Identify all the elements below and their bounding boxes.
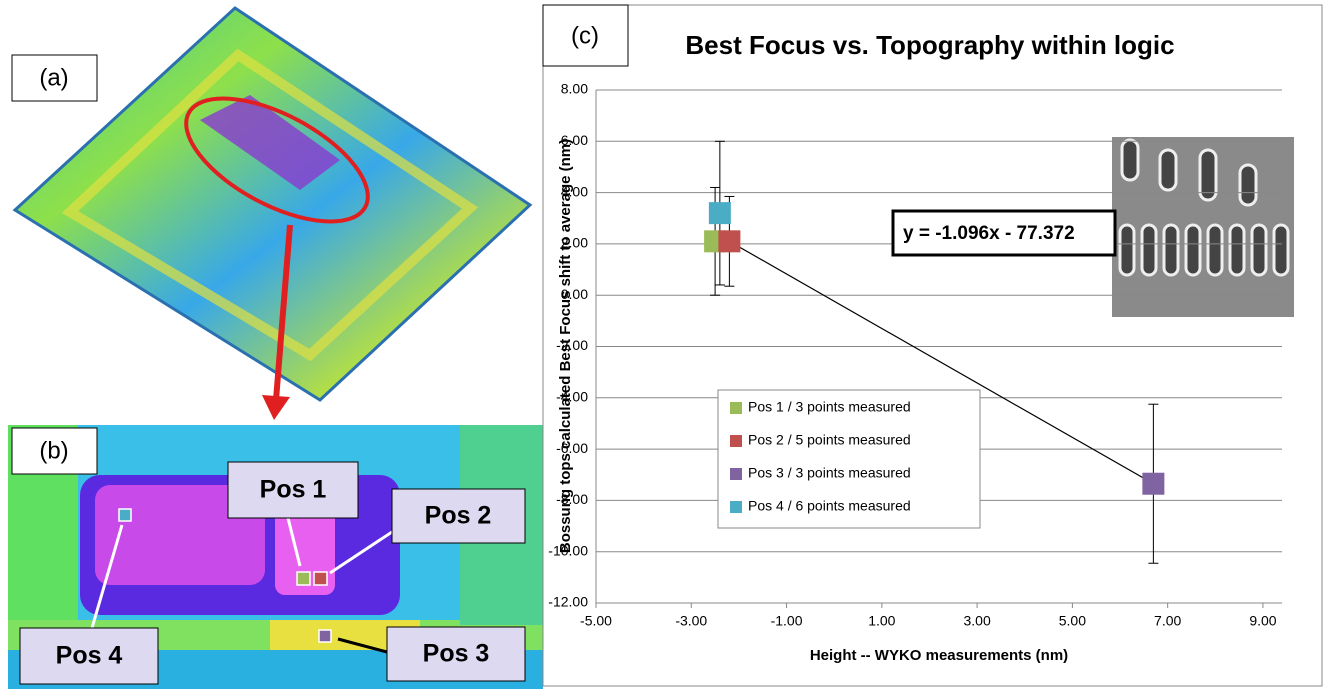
- x-tick-label: 7.00: [1154, 613, 1181, 629]
- plot: -12.00 -10.00 -8.00 -6.00 -4.00 -2.00 0.00 2.00…: [548, 81, 1282, 629]
- y-tick-label: -6.00: [556, 440, 588, 456]
- label-box: [19, 627, 159, 685]
- label-box: [386, 626, 526, 682]
- x-tick-label: 9.00: [1249, 613, 1276, 629]
- legend-swatch: [730, 468, 742, 480]
- y-tick-label: 0.00: [561, 286, 588, 302]
- legend-label: Pos 3 / 3 points measured: [748, 465, 911, 481]
- position-marker: [118, 508, 132, 522]
- panel-a: (a): [11, 6, 533, 420]
- legend-swatch: [730, 501, 742, 513]
- surface-image: [12, 6, 533, 402]
- label-box: [11, 427, 98, 475]
- panel-label: (c): [571, 22, 599, 49]
- sem-inset: [1112, 137, 1294, 317]
- label-box: [542, 4, 629, 67]
- highlight-ellipse: [184, 96, 370, 224]
- y-tick-label: 8.00: [561, 81, 588, 97]
- pointer-arrows: [90, 517, 396, 629]
- chart-title: Best Focus vs. Topography within logic: [685, 30, 1174, 60]
- trendline: [729, 240, 1154, 485]
- x-tick-label: 3.00: [963, 613, 990, 629]
- y-tick-label: 2.00: [561, 235, 588, 251]
- position-marker: [296, 571, 311, 586]
- y-tick-label: -2.00: [556, 337, 588, 353]
- chart: (c) Best Focus vs. Topography within log…: [542, 4, 1323, 687]
- y-axis-title: Bossung tops calculated Best Focus shift…: [557, 139, 574, 553]
- legend-label: Pos 1 / 3 points measured: [748, 399, 911, 415]
- legend-swatch: [730, 435, 742, 447]
- position-marker: [318, 629, 332, 643]
- marker: [1142, 472, 1165, 495]
- panel-label: (b): [39, 437, 68, 464]
- label-box: [391, 488, 526, 544]
- trendline-equation: y = -1.096x - 77.372: [903, 223, 1075, 244]
- position-marker: [313, 571, 328, 586]
- position-label: Pos 1: [260, 476, 327, 504]
- legend-label: Pos 4 / 6 points measured: [748, 498, 911, 514]
- panel-label: (a): [39, 64, 68, 91]
- x-tick-label: 1.00: [868, 613, 895, 629]
- x-tick-label: -5.00: [580, 613, 612, 629]
- pointer-arrow: [337, 637, 388, 654]
- x-tick-label: -3.00: [675, 613, 707, 629]
- x-axis-title: Height -- WYKO measurements (nm): [810, 647, 1068, 664]
- y-tick-label: -10.00: [548, 542, 588, 558]
- zoom-arrow: [273, 224, 293, 401]
- position-label: Pos 3: [423, 640, 490, 668]
- label-box: [11, 54, 98, 102]
- position-label: Pos 4: [56, 642, 123, 670]
- y-tick-label: -4.00: [556, 389, 588, 405]
- marker: [718, 230, 741, 253]
- surface-ridge: [61, 48, 479, 362]
- y-tick-label: 6.00: [561, 132, 588, 148]
- y-tick-label: -8.00: [556, 491, 588, 507]
- panel-b: (b) Pos 1 Pos 2 Pos 3 Pos 4: [8, 425, 543, 689]
- label-box: [227, 461, 359, 519]
- equation-box: [891, 209, 1117, 257]
- y-tick-label: 4.00: [561, 183, 588, 199]
- surface-pit: [200, 95, 340, 190]
- marker: [708, 202, 731, 225]
- legend-box: [717, 389, 981, 529]
- x-tick-label: 5.00: [1059, 613, 1086, 629]
- y-tick-label: -12.00: [548, 594, 588, 610]
- chart-frame: [542, 4, 1323, 687]
- position-label: Pos 2: [425, 502, 492, 530]
- map-region: [95, 485, 265, 585]
- zoom-arrow-head: [262, 395, 290, 420]
- legend-label: Pos 2 / 5 points measured: [748, 432, 911, 448]
- legend-swatch: [730, 402, 742, 414]
- x-tick-label: -1.00: [771, 613, 803, 629]
